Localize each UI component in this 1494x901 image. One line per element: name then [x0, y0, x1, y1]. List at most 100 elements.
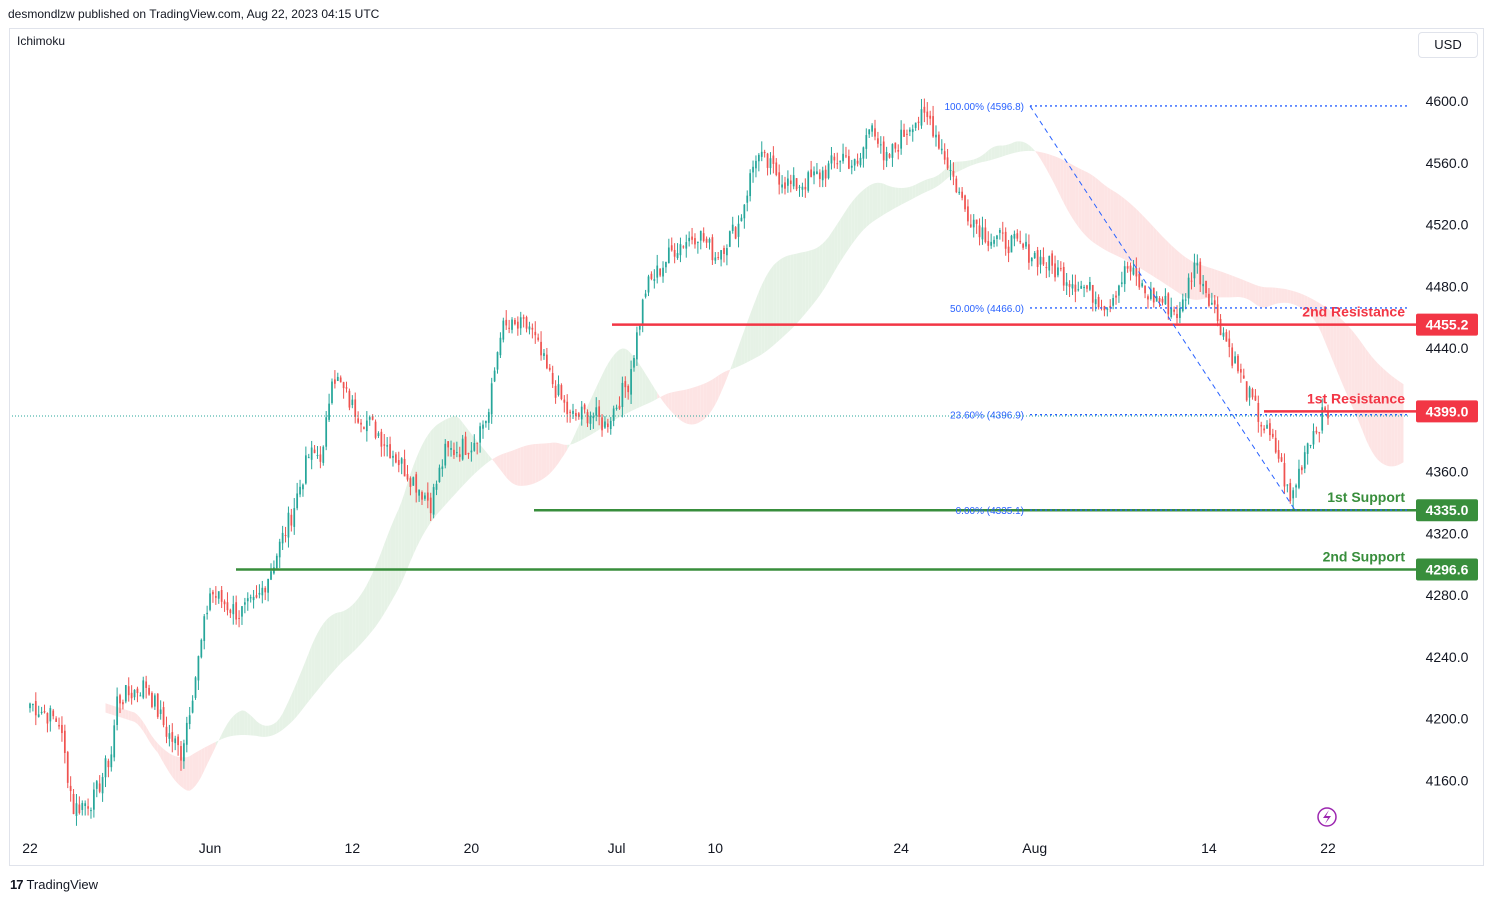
cloud-segment — [933, 176, 936, 189]
cloud-segment — [422, 439, 425, 537]
cloud-segment — [1345, 323, 1349, 398]
candle-body — [156, 693, 159, 717]
candle — [667, 238, 670, 264]
cloud-segment — [227, 719, 231, 738]
candle-body — [32, 703, 34, 706]
cloud-segment — [1255, 284, 1259, 307]
cloud-segment — [706, 381, 710, 418]
cloud-segment — [697, 384, 701, 424]
candle — [455, 441, 458, 458]
candle — [409, 476, 412, 496]
cloud-segment — [994, 145, 997, 160]
cloud-segment — [1267, 287, 1270, 308]
cloud-segment — [631, 353, 634, 412]
candle — [354, 392, 357, 424]
cloud-segment — [1281, 288, 1285, 303]
candle — [1068, 280, 1071, 298]
candle — [49, 705, 52, 732]
cloud-segment — [221, 728, 225, 740]
candle-body — [740, 217, 743, 222]
candle-body — [856, 160, 859, 164]
cloud-segment — [355, 598, 359, 650]
candle — [1091, 284, 1094, 312]
candle-body — [1019, 240, 1022, 243]
candle — [1135, 257, 1138, 286]
cloud-segment — [1235, 276, 1238, 298]
candle-body — [920, 109, 923, 126]
cloud-segment — [1150, 223, 1154, 277]
candle — [441, 459, 444, 477]
cloud-segment — [877, 182, 881, 219]
candle-body — [499, 337, 502, 356]
candle-body — [914, 122, 917, 128]
candle — [377, 431, 380, 439]
candle-body — [1176, 313, 1178, 319]
candle — [334, 370, 336, 389]
candle — [746, 190, 749, 212]
candle-body — [563, 399, 566, 403]
candle-body — [412, 477, 415, 486]
cloud-segment — [1171, 245, 1175, 290]
cloud-segment — [1278, 288, 1282, 304]
candle — [798, 184, 801, 197]
candle-body — [1059, 268, 1062, 270]
candle — [845, 146, 847, 159]
candle-body — [1077, 289, 1080, 291]
candle — [1059, 261, 1062, 272]
candle-body — [235, 602, 238, 620]
cloud-segment — [302, 660, 306, 709]
candle-body — [374, 421, 377, 438]
candle — [795, 178, 798, 191]
candle-body — [252, 596, 255, 601]
candle — [987, 231, 990, 252]
cloud-segment — [404, 483, 408, 576]
candle — [813, 166, 815, 185]
candle-body — [461, 438, 464, 460]
cloud-segment — [395, 508, 399, 594]
candlestick-series — [29, 98, 1329, 826]
cloud-segment — [326, 617, 330, 680]
candle-body — [734, 227, 737, 239]
candle-body — [95, 781, 98, 789]
cloud-segment — [323, 620, 327, 684]
candle — [241, 605, 243, 625]
y-tick-label: 4520.0 — [1426, 217, 1469, 233]
level-price-tag-text: 4296.6 — [1426, 562, 1469, 578]
chart-frame — [9, 28, 1484, 866]
cloud-segment — [212, 741, 216, 753]
candle-body — [789, 180, 792, 185]
candle-body — [75, 803, 78, 816]
cloud-segment — [1145, 217, 1148, 273]
cloud-segment — [401, 492, 405, 583]
candle-body — [926, 111, 929, 118]
candle-body — [368, 417, 371, 420]
lightning-icon — [1317, 807, 1337, 827]
candle-body — [363, 427, 365, 429]
currency-button[interactable]: USD — [1418, 32, 1478, 58]
candle-body — [743, 204, 746, 219]
candle — [1077, 281, 1080, 292]
candle — [1222, 327, 1225, 340]
candle-body — [1161, 298, 1164, 303]
indicator-name[interactable]: Ichimoku — [17, 34, 66, 48]
candle-body — [560, 385, 563, 400]
candle-body — [998, 230, 1001, 233]
candle-body — [1045, 267, 1048, 269]
candle-body — [46, 713, 49, 724]
cloud-segment — [668, 392, 672, 412]
cloud-segment — [186, 756, 190, 791]
lightning-icon-ring — [1317, 807, 1337, 827]
candle — [583, 403, 586, 414]
candle-body — [229, 609, 232, 613]
candle — [560, 383, 563, 401]
cloud-segment — [816, 245, 820, 300]
candle-body — [380, 431, 383, 447]
candle — [1303, 445, 1306, 474]
candle — [1126, 261, 1129, 273]
candle — [162, 701, 165, 728]
cloud-segment — [642, 369, 646, 406]
candle-body — [447, 441, 450, 448]
candle-body — [1048, 256, 1051, 271]
candle-body — [633, 358, 635, 368]
